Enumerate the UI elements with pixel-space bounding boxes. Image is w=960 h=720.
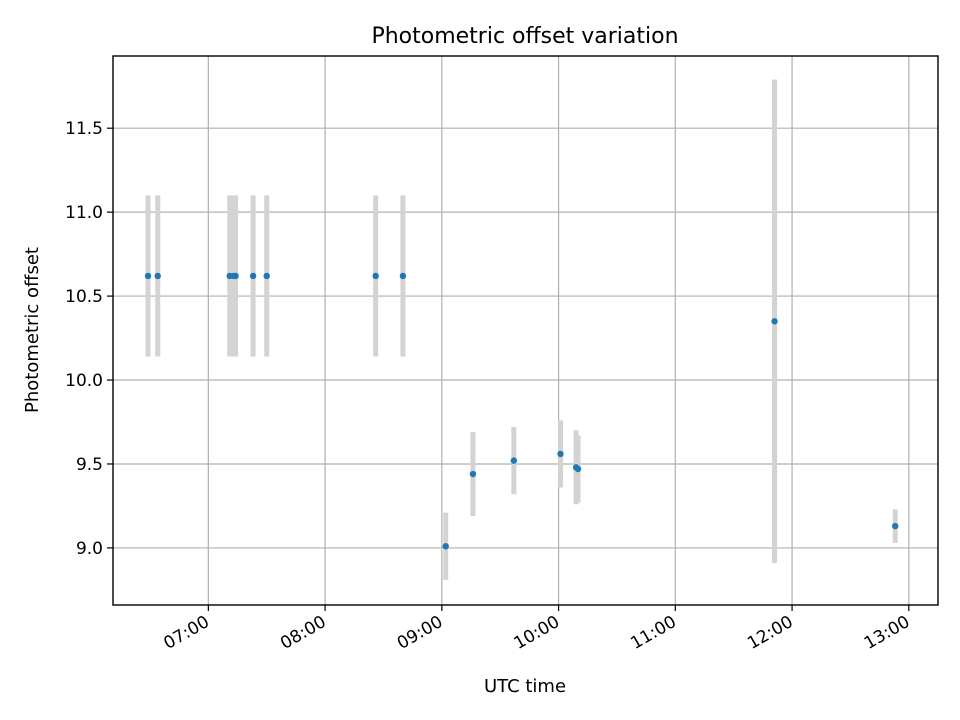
- x-axis-ticks: 07:00 08:00 09:00 10:00 11:00 12:00 13:00: [160, 605, 913, 654]
- y-tick-label: 9.0: [76, 539, 103, 559]
- errorbars: [145, 79, 898, 580]
- chart-title: Photometric offset variation: [371, 24, 678, 49]
- data-point: [232, 272, 239, 280]
- data-point: [249, 272, 257, 280]
- x-tick-label: 08:00: [277, 612, 329, 654]
- y-tick-label: 10.5: [65, 287, 103, 307]
- x-tick-label: 09:00: [394, 612, 446, 654]
- data-point: [771, 318, 778, 325]
- data-point: [372, 272, 379, 280]
- y-axis-label: Photometric offset: [22, 247, 43, 413]
- y-tick-label: 11.0: [65, 203, 103, 223]
- data-point: [469, 470, 477, 478]
- data-point: [399, 272, 407, 280]
- data-point: [574, 465, 582, 473]
- x-axis-label: UTC time: [484, 676, 566, 697]
- x-tick-label: 13:00: [861, 612, 913, 654]
- grid: [113, 56, 938, 605]
- data-point: [154, 272, 161, 280]
- x-tick-label: 10:00: [511, 612, 563, 654]
- data-point: [144, 272, 152, 280]
- plot-frame: [112, 55, 939, 606]
- data-point: [263, 272, 270, 280]
- y-tick-label: 10.0: [65, 371, 103, 391]
- data-point: [442, 543, 449, 550]
- x-tick-label: 07:00: [160, 612, 212, 654]
- x-tick-label: 11:00: [627, 612, 679, 654]
- data-points: [144, 272, 899, 550]
- y-axis-ticks: 9.0 9.5 10.0 10.5 11.0 11.5: [65, 119, 113, 559]
- data-point: [510, 457, 518, 464]
- data-point: [557, 450, 564, 458]
- y-tick-label: 11.5: [65, 119, 103, 139]
- x-tick-label: 12:00: [744, 612, 796, 654]
- data-point: [891, 522, 899, 530]
- y-tick-label: 9.5: [76, 455, 103, 475]
